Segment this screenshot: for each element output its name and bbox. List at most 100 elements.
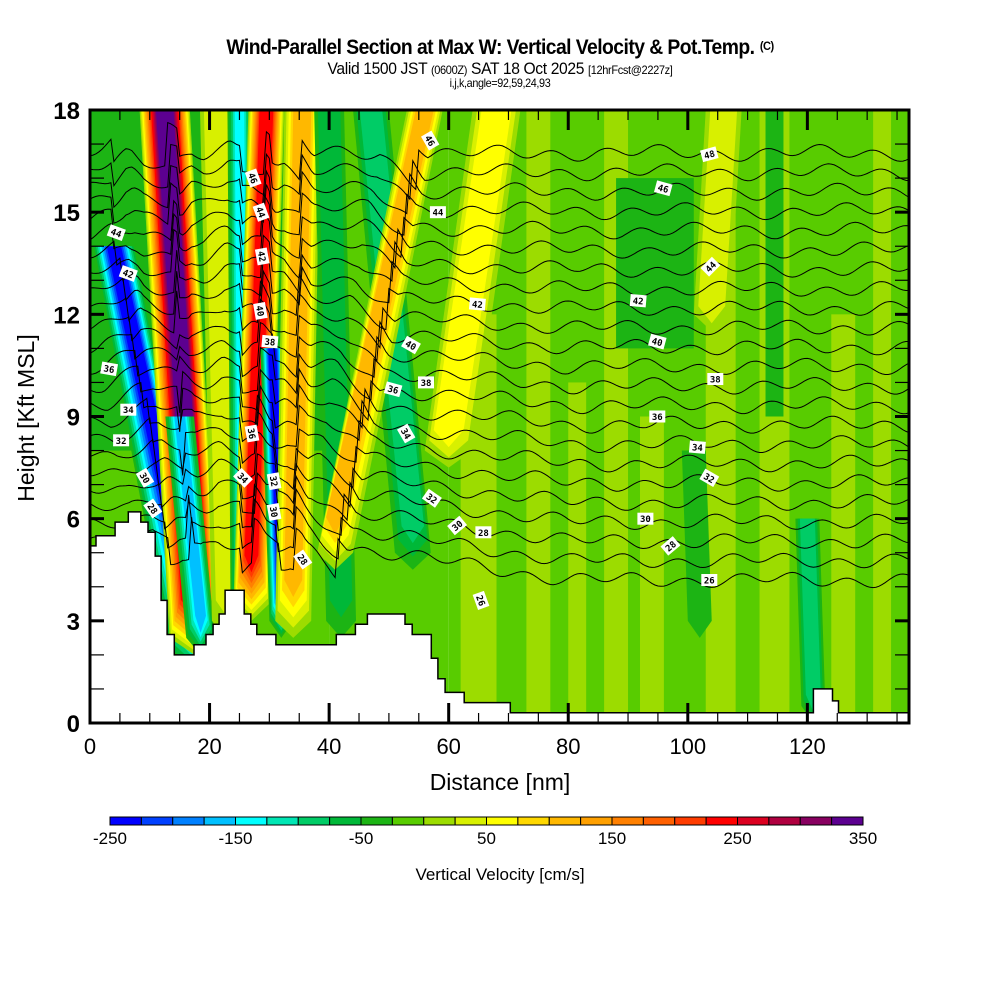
colorbar-swatch	[705, 816, 739, 826]
theta-contour-label: 36	[245, 424, 260, 443]
colorbar-swatch	[109, 816, 142, 826]
label-box	[649, 410, 666, 423]
colorbar-swatch	[580, 816, 613, 826]
theta-contour-label: 42	[118, 265, 138, 282]
colorbar-tick-label: -250	[93, 829, 127, 848]
label-box	[106, 224, 126, 241]
theta-contour-line	[90, 121, 909, 191]
colorbar-swatch	[642, 816, 676, 826]
colorbar-swatch	[611, 816, 644, 826]
theta-contour-line	[90, 164, 909, 215]
theta-contour-label: 36	[383, 381, 403, 398]
label-box	[233, 467, 253, 488]
colorbar-swatch	[266, 816, 299, 826]
theta-contour-label: 46	[654, 180, 673, 197]
colorbar-swatch	[737, 816, 770, 826]
label-text: 32	[701, 472, 715, 486]
x-tick-label: 40	[317, 734, 341, 759]
label-text: 34	[691, 443, 703, 454]
label-box	[421, 130, 440, 151]
theta-contour-label: 44	[106, 224, 126, 241]
y-tick-label: 15	[53, 200, 80, 227]
theta-contour-line	[90, 182, 909, 236]
label-text: 28	[478, 529, 489, 539]
label-box	[688, 440, 706, 454]
theta-contour-label: 30	[637, 512, 654, 525]
theta-contour-label: 44	[252, 202, 270, 222]
theta-contour-line	[90, 250, 909, 306]
chart-title: Wind-Parallel Section at Max W: Vertical…	[40, 36, 960, 60]
grid-indices: i,j,k,angle=92,59,24,93	[449, 76, 551, 90]
colorbar-swatch	[203, 816, 237, 826]
label-text: 36	[245, 428, 257, 440]
label-box	[254, 247, 270, 266]
label-box	[244, 168, 262, 188]
colorbar-tick-labels: -250 -150 -50 50 150 250 350	[93, 829, 877, 848]
forecast-info: [12hrFcst@2227z]	[588, 63, 673, 77]
colorbar-tick-label: 250	[723, 829, 751, 848]
theta-contour-line	[90, 192, 909, 259]
label-text: 42	[632, 297, 644, 308]
w-zone	[639, 416, 664, 723]
theta-contour-label: 32	[267, 472, 282, 491]
colorbar-tick-label: -150	[218, 829, 252, 848]
colorbar-swatch	[140, 816, 174, 826]
theta-contour-label: 36	[649, 410, 666, 423]
label-box	[707, 373, 724, 385]
colorbar-tick-label: 150	[598, 829, 626, 848]
theta-contour-label: 36	[100, 361, 119, 376]
colorbar-swatch	[768, 816, 801, 826]
valid-utc: (0600Z)	[430, 63, 468, 77]
colorbar-swatch	[548, 816, 582, 826]
valid-date: SAT 18 Oct 2025	[471, 59, 585, 78]
colorbar-swatch	[486, 816, 519, 826]
colorbar-tick-label: 350	[849, 829, 877, 848]
label-text: 26	[473, 594, 486, 608]
theta-contour-line	[90, 143, 909, 201]
theta-contour-label: 32	[699, 468, 720, 487]
theta-contour-label: 48	[700, 146, 719, 163]
theta-contour-line	[90, 453, 909, 511]
theta-contour-line	[90, 298, 909, 362]
x-axis-label: Distance [nm]	[430, 769, 571, 795]
theta-contour-line	[90, 381, 909, 434]
terrain-profile	[90, 511, 909, 723]
label-box	[252, 202, 270, 222]
theta-contour-label: 40	[253, 301, 268, 320]
theta-contour-line	[90, 494, 909, 569]
w-zone	[831, 314, 856, 723]
theta-contour-line	[90, 365, 909, 422]
theta-contour-line	[90, 279, 909, 349]
theta-contours	[90, 121, 909, 589]
x-tick-label: 60	[436, 734, 460, 759]
label-text: 46	[656, 184, 669, 196]
theta-contour-line	[90, 321, 909, 379]
valid-time: Valid 1500 JST	[327, 59, 428, 78]
w-zone	[526, 110, 551, 723]
theta-contour-line	[90, 394, 909, 453]
theta-contour-label: 46	[244, 168, 262, 188]
theta-contour-line	[90, 517, 909, 589]
theta-contour-line	[90, 228, 909, 295]
w-zone	[616, 178, 694, 349]
theta-contour-line	[90, 212, 909, 280]
plot-frame	[88, 108, 911, 725]
w-band-level	[286, 110, 309, 587]
theta-contour-line	[90, 483, 909, 550]
theta-contour-line	[90, 269, 909, 331]
label-text: 44	[109, 227, 123, 240]
label-box	[421, 488, 442, 508]
colorbar-swatch	[517, 816, 550, 826]
y-tick-labels: 0 3 6 9 12 15 18	[53, 98, 80, 738]
label-text: 46	[245, 172, 258, 186]
theta-contour-label: 30	[135, 467, 155, 488]
label-text: 36	[386, 385, 399, 397]
label-text: 46	[422, 134, 436, 148]
label-box	[401, 335, 421, 355]
label-text: 36	[652, 413, 663, 423]
theta-contour-line	[90, 431, 909, 492]
theta-contour-label: 28	[475, 526, 492, 539]
label-text: 40	[403, 339, 417, 353]
